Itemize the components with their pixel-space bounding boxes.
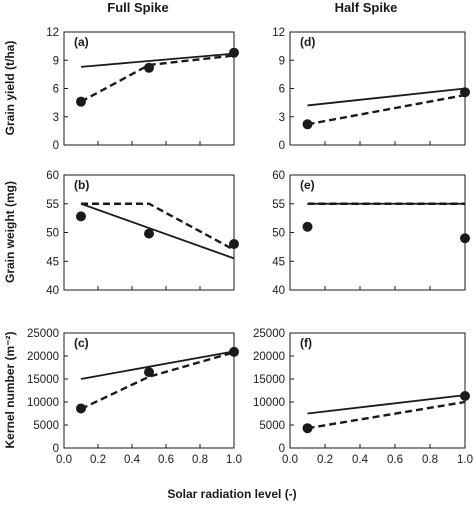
panel-label: (d) xyxy=(300,35,315,49)
x-tick-label: 1.0 xyxy=(226,454,242,466)
x-tick-label: 1.0 xyxy=(457,454,473,466)
panel-frame xyxy=(63,332,235,449)
solid-series-line xyxy=(307,87,466,107)
data-point xyxy=(460,87,470,98)
panel-f: 0 5000 10000 15000 20000 25000 0.0 0.2 0.4 0.6 0.8… xyxy=(253,328,473,466)
data-point xyxy=(144,367,154,378)
x-tick-label: 0.6 xyxy=(158,454,174,466)
y-tick-label: 55 xyxy=(46,199,59,211)
y-tick-label: 40 xyxy=(46,285,59,297)
data-point xyxy=(229,346,239,357)
data-point xyxy=(460,391,470,402)
panel-frame xyxy=(63,31,235,146)
y-tick-label: 60 xyxy=(272,170,285,182)
x-axis-label: Solar radiation level (-) xyxy=(167,487,296,501)
panel-e: 40 45 50 55 60 (e) xyxy=(272,170,470,297)
data-point xyxy=(229,47,239,58)
x-tick-label: 0.2 xyxy=(317,454,333,466)
y-tick-label: 12 xyxy=(272,27,285,39)
panel-label: (c) xyxy=(74,336,89,350)
y-tick-label: 55 xyxy=(272,199,285,211)
y-axis-label: Grain weight (mg) xyxy=(3,181,17,283)
y-tick-label: 5000 xyxy=(33,420,59,432)
solid-series-line xyxy=(80,350,235,380)
y-tick-label: 9 xyxy=(53,55,59,67)
y-tick-label: 9 xyxy=(279,55,285,67)
panel-label: (f) xyxy=(300,336,312,350)
y-tick-label: 50 xyxy=(272,228,285,240)
x-tick-label: 0.6 xyxy=(387,454,403,466)
y-tick-label: 3 xyxy=(279,112,285,124)
data-point xyxy=(144,228,154,239)
solid-series-line xyxy=(80,52,235,68)
panel-label: (a) xyxy=(74,35,89,49)
y-tick-label: 0 xyxy=(279,140,285,152)
y-tick-label: 25000 xyxy=(27,328,59,340)
solid-series-line xyxy=(80,202,235,260)
x-tick-label: 0.2 xyxy=(90,454,106,466)
y-tick-label: 25000 xyxy=(253,328,285,340)
y-tick-label: 0 xyxy=(53,140,59,152)
y-tick-label: 10000 xyxy=(253,397,285,409)
dashed-series-line xyxy=(80,54,235,103)
y-tick-label: 45 xyxy=(272,256,285,268)
data-point xyxy=(302,423,313,434)
column-title-full-spike: Full Spike xyxy=(107,0,168,15)
y-axis-label: Grain yield (t/ha) xyxy=(3,41,17,136)
y-tick-label: 20000 xyxy=(27,351,59,363)
y-tick-label: 0 xyxy=(279,443,285,455)
dashed-series-line xyxy=(81,202,235,251)
y-tick-label: 40 xyxy=(272,285,285,297)
y-tick-label: 5000 xyxy=(259,420,285,432)
dashed-series-line xyxy=(307,93,466,126)
y-tick-label: 20000 xyxy=(253,351,285,363)
y-tick-label: 0 xyxy=(53,443,59,455)
x-tick-label: 0.0 xyxy=(56,454,72,466)
panel-frame xyxy=(289,332,466,449)
dashed-series-line xyxy=(307,400,466,430)
panel-label: (b) xyxy=(74,178,89,192)
data-point xyxy=(229,239,239,249)
y-tick-label: 45 xyxy=(46,256,59,268)
x-tick-label: 0.0 xyxy=(282,454,298,466)
panel-c: 0 5000 10000 15000 20000 25000 0.0 0.2 0.4 0.6 0.8… xyxy=(3,328,242,466)
panel-a: 0 3 6 9 12 (a) Grain yield (t/ha) xyxy=(3,27,239,152)
solid-series-line xyxy=(307,394,466,415)
x-tick-label: 0.4 xyxy=(124,454,141,466)
data-point xyxy=(76,96,86,107)
panel-frame xyxy=(289,174,466,291)
data-point xyxy=(302,221,313,232)
panel-label: (e) xyxy=(300,178,315,192)
column-title-half-spike: Half Spike xyxy=(335,0,398,15)
panel-d: 0 3 6 9 12 (d) xyxy=(272,27,470,152)
y-tick-label: 6 xyxy=(53,84,59,96)
panel-frame xyxy=(289,31,466,146)
data-point xyxy=(460,233,470,244)
y-tick-label: 12 xyxy=(46,27,59,39)
x-tick-label: 0.8 xyxy=(422,454,438,466)
x-tick-label: 0.4 xyxy=(352,454,369,466)
data-point xyxy=(76,403,86,414)
y-axis-label: Kernel number (m⁻²) xyxy=(3,331,17,448)
dashed-series-line xyxy=(80,351,235,410)
y-tick-label: 15000 xyxy=(27,374,59,386)
y-tick-label: 3 xyxy=(53,112,59,124)
data-point xyxy=(76,211,86,222)
data-point xyxy=(144,62,154,73)
y-tick-label: 6 xyxy=(279,84,285,96)
y-tick-label: 50 xyxy=(46,228,59,240)
y-tick-label: 15000 xyxy=(253,374,285,386)
data-point xyxy=(302,119,313,130)
x-tick-label: 0.8 xyxy=(192,454,208,466)
panel-b: 40 45 50 55 60 (b) Grain weight (mg) xyxy=(3,170,239,297)
y-tick-label: 60 xyxy=(46,170,59,182)
y-tick-label: 10000 xyxy=(27,397,59,409)
